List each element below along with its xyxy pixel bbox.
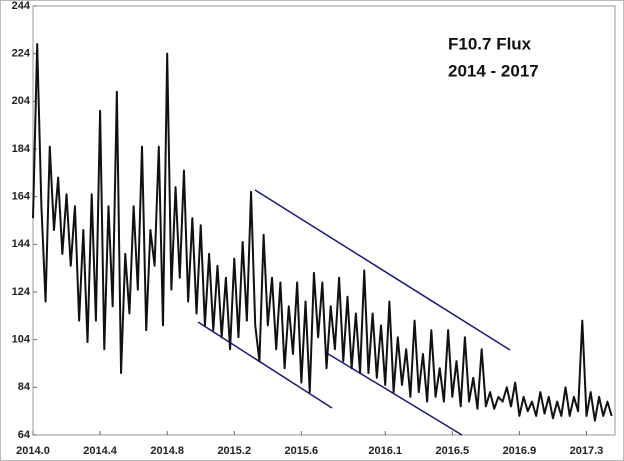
y-tick-label: 124	[12, 286, 31, 298]
annotation: F10.7 Flux	[448, 34, 532, 53]
y-tick-label: 204	[12, 95, 31, 107]
y-tick-label: 184	[12, 143, 31, 155]
x-tick-label: 2016.5	[435, 445, 469, 457]
x-tick-label: 2015.2	[217, 445, 251, 457]
x-tick-label: 2015.6	[285, 445, 319, 457]
trend-line	[254, 189, 511, 351]
y-tick-label: 164	[12, 191, 31, 203]
flux-line	[32, 43, 613, 422]
trend-line	[197, 321, 333, 409]
x-tick-label: 2017.3	[570, 445, 604, 457]
y-tick-label: 144	[12, 238, 31, 250]
x-tick-label: 2016.9	[503, 445, 537, 457]
annotation: 2014 - 2017	[448, 61, 539, 80]
x-tick-label: 2014.8	[150, 445, 184, 457]
y-tick-label: 104	[12, 334, 31, 346]
x-tick-label: 2014.0	[16, 445, 50, 457]
y-tick-label: 84	[18, 381, 31, 393]
y-tick-label: 224	[12, 48, 31, 60]
x-tick-label: 2016.1	[368, 445, 402, 457]
y-tick-label: 64	[18, 429, 31, 441]
x-tick-label: 2014.4	[83, 445, 118, 457]
plot-area	[32, 5, 616, 436]
trend-line	[324, 351, 463, 436]
y-tick-label: 244	[12, 0, 31, 12]
